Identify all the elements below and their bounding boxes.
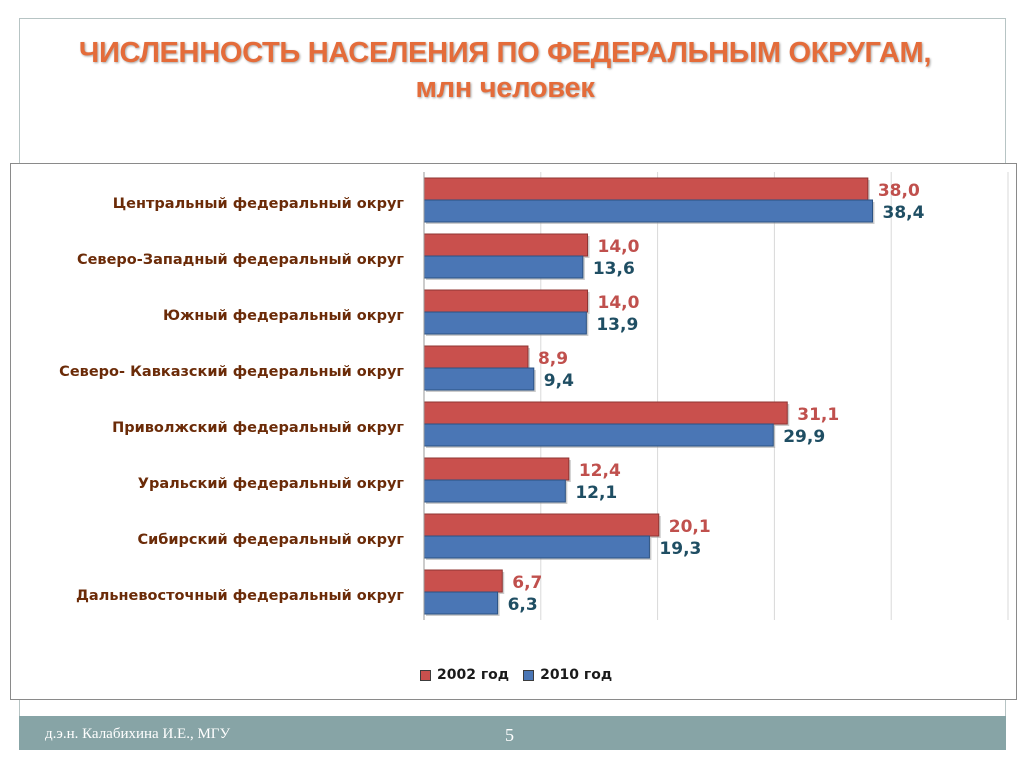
bar-2010: [423, 367, 535, 391]
bar-2002: [423, 233, 589, 257]
bar-2010: [423, 423, 774, 447]
data-label-2010: 19,3: [659, 539, 701, 559]
data-label-2010: 29,9: [783, 427, 825, 447]
category-label: Северо-Западный федеральный округ: [77, 252, 404, 268]
data-label-2010: 38,4: [883, 203, 925, 223]
legend-label-2010: 2010 год: [540, 667, 613, 683]
bar-2002: [423, 401, 788, 425]
bar-2010: [423, 311, 587, 335]
data-label-2010: 13,6: [593, 259, 635, 279]
data-label-2002: 6,7: [512, 573, 542, 593]
category-label: Сибирский федеральный округ: [137, 532, 404, 548]
category-label: Северо- Кавказский федеральный округ: [59, 364, 404, 380]
page-number: 5: [505, 725, 514, 745]
category-label: Центральный федеральный округ: [113, 196, 405, 212]
bar-2010: [423, 199, 874, 223]
bar-2002: [423, 345, 529, 369]
data-label-2010: 6,3: [508, 595, 538, 615]
category-label: Уральский федеральный округ: [138, 476, 405, 492]
data-label-2002: 31,1: [797, 405, 839, 425]
legend-item-2010: 2010 год: [523, 667, 612, 683]
bar-2002: [423, 457, 570, 481]
category-label: Южный федеральный округ: [163, 308, 404, 324]
bar-2002: [423, 289, 589, 313]
data-label-2002: 12,4: [579, 461, 621, 481]
category-label: Дальневосточный федеральный округ: [76, 588, 404, 604]
footer-author: д.э.н. Калабихина И.Е., МГУ: [45, 726, 231, 742]
category-label: Приволжский федеральный округ: [112, 420, 404, 436]
data-label-2010: 12,1: [575, 483, 617, 503]
slide-title-line1: ЧИСЛЕННОСТЬ НАСЕЛЕНИЯ ПО ФЕДЕРАЛЬНЫМ ОКР…: [78, 37, 932, 69]
bar-2010: [423, 591, 499, 615]
footer-bar: д.э.н. Калабихина И.Е., МГУ 5: [19, 716, 1006, 750]
data-label-2002: 14,0: [598, 293, 640, 313]
bar-2002: [423, 513, 660, 537]
bar-2010: [423, 255, 584, 279]
data-label-2010: 9,4: [544, 371, 574, 391]
legend-swatch-2002: [420, 669, 431, 681]
slide-title: ЧИСЛЕННОСТЬ НАСЕЛЕНИЯ ПО ФЕДЕРАЛЬНЫМ ОКР…: [30, 36, 980, 106]
data-label-2002: 38,0: [878, 181, 920, 201]
data-label-2002: 20,1: [669, 517, 711, 537]
data-label-2002: 14,0: [598, 237, 640, 257]
bar-2010: [423, 535, 650, 559]
bar-2002: [423, 177, 869, 201]
bar-2010: [423, 479, 566, 503]
data-label-2010: 13,9: [596, 315, 638, 335]
legend-item-2002: 2002 год: [420, 667, 509, 683]
bar-2002: [423, 569, 503, 593]
legend-label-2002: 2002 год: [437, 667, 510, 683]
chart-legend: 2002 год 2010 год: [420, 664, 612, 686]
slide-title-line2: млн человек: [415, 72, 595, 104]
data-label-2002: 8,9: [538, 349, 568, 369]
legend-swatch-2010: [523, 669, 535, 681]
